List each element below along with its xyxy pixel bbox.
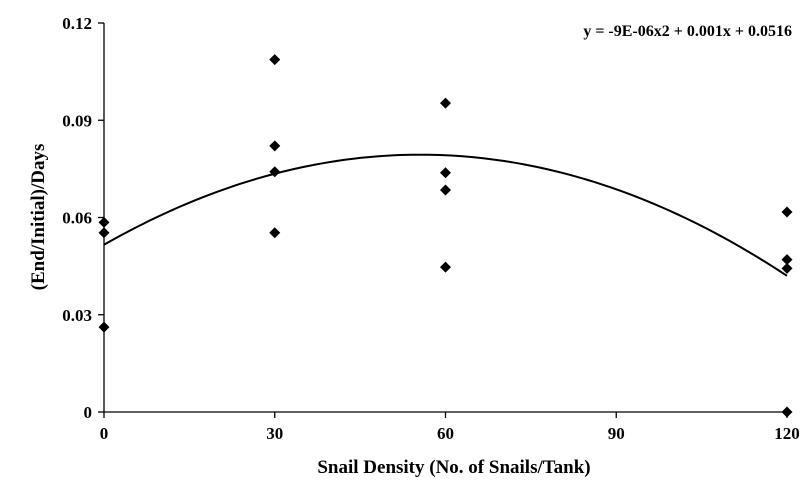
y-axis-title: (End/Initial)/Days <box>28 144 49 291</box>
data-point <box>781 406 793 418</box>
data-point <box>269 227 281 239</box>
y-tick-label: 0.03 <box>62 306 92 325</box>
data-point <box>440 184 451 196</box>
data-point <box>269 166 281 178</box>
axes: 0 0.03 0.06 0.09 0.12 0 30 60 90 120 <box>62 14 800 443</box>
trendline-curve <box>103 153 788 277</box>
data-point <box>781 262 793 274</box>
x-axis-title: Snail Density (No. of Snails/Tank) <box>317 457 590 478</box>
data-point <box>98 227 110 239</box>
trendline-equation: y = -9E-06x2 + 0.001x + 0.0516 <box>583 23 792 40</box>
x-tick-label: 0 <box>100 424 109 443</box>
x-tick-label: 90 <box>608 424 625 443</box>
data-point <box>781 206 793 218</box>
data-point <box>440 261 451 273</box>
y-tick-label: 0.12 <box>62 14 92 33</box>
data-point <box>269 54 281 66</box>
x-tick-label: 120 <box>774 424 800 443</box>
data-point <box>781 254 793 266</box>
trendline-layer <box>103 153 788 277</box>
y-tick-label: 0.09 <box>62 111 92 130</box>
data-point <box>440 167 451 179</box>
x-tick-label: 60 <box>437 424 454 443</box>
data-point <box>98 321 110 333</box>
labels-layer: y = -9E-06x2 + 0.001x + 0.0516 Snail Den… <box>28 23 792 478</box>
data-point <box>98 216 110 228</box>
y-tick-label: 0 <box>84 403 93 422</box>
data-point <box>440 97 451 109</box>
data-point <box>269 140 281 152</box>
data-points-layer <box>98 54 793 418</box>
y-tick-label: 0.06 <box>62 209 92 228</box>
x-tick-label: 30 <box>266 424 283 443</box>
